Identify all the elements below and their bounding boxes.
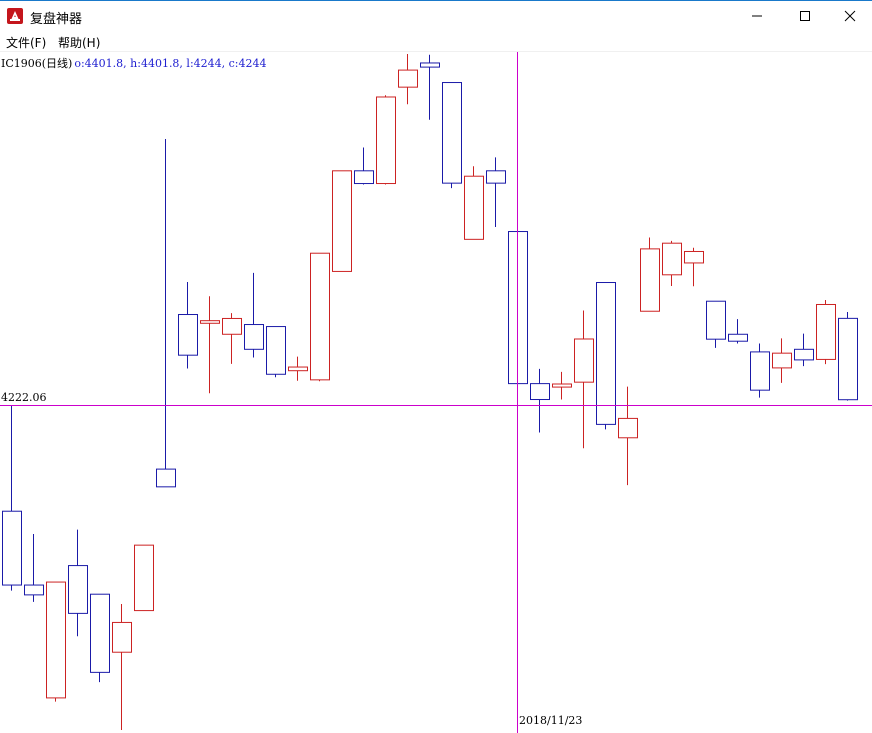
candle xyxy=(222,313,242,364)
candle xyxy=(332,170,352,272)
maximize-button[interactable] xyxy=(782,1,828,31)
minimize-icon xyxy=(752,15,762,17)
candle-body xyxy=(684,250,704,264)
candle-body xyxy=(596,282,616,425)
candle-body xyxy=(552,383,572,388)
ohlc-readout: o:4401.8, h:4401.8, l:4244, c:4244 xyxy=(74,57,267,70)
candle xyxy=(46,581,66,702)
candle xyxy=(2,405,22,591)
candle-body xyxy=(244,324,264,350)
candle-body xyxy=(640,248,660,312)
candle-body xyxy=(618,417,638,439)
candle-body xyxy=(46,581,66,699)
candle-body xyxy=(222,317,242,335)
candle xyxy=(134,544,154,612)
candle-body xyxy=(794,348,814,361)
candle xyxy=(486,157,506,227)
candle-body xyxy=(486,170,506,184)
candle xyxy=(552,371,572,400)
candle xyxy=(618,386,638,486)
menu-help[interactable]: 帮助(H) xyxy=(58,36,101,50)
maximize-icon xyxy=(800,11,810,21)
candle-body xyxy=(464,175,484,240)
symbol-info-line: IC1906(日线) o:4401.8, h:4401.8, l:4244, c:… xyxy=(1,55,267,71)
candle-body xyxy=(442,82,462,184)
candle-body xyxy=(420,62,440,68)
candle xyxy=(266,326,286,378)
candle-body xyxy=(90,593,110,673)
menu-bar: 文件(F) 帮助(H) xyxy=(0,31,872,52)
candle-body xyxy=(706,300,726,340)
candle-body xyxy=(178,314,198,356)
app-logo-icon xyxy=(7,8,23,24)
candle xyxy=(288,356,308,381)
candle xyxy=(200,296,220,394)
candle xyxy=(684,247,704,287)
candle-body xyxy=(112,621,132,653)
candle xyxy=(662,240,682,286)
candle-body xyxy=(200,320,220,324)
candle xyxy=(794,333,814,367)
candle xyxy=(838,312,858,401)
candle xyxy=(750,343,770,398)
candle-body xyxy=(288,366,308,372)
candle-body xyxy=(530,383,550,401)
candle-body xyxy=(156,468,176,488)
crosshair-date-label: 2018/11/23 xyxy=(519,714,583,727)
candle xyxy=(728,319,748,344)
candle xyxy=(640,237,660,312)
candle-body xyxy=(354,170,374,185)
candle-body xyxy=(376,96,396,185)
candle xyxy=(156,139,176,488)
candle xyxy=(816,299,836,365)
candle xyxy=(68,529,88,637)
crosshair-price-label: 4222.06 xyxy=(1,390,47,404)
candle xyxy=(574,310,594,449)
candle xyxy=(596,282,616,430)
candle-body xyxy=(2,510,22,586)
candle xyxy=(244,272,264,358)
close-button[interactable] xyxy=(827,1,872,31)
candle xyxy=(772,338,792,383)
candle-body xyxy=(838,317,858,401)
candle-body xyxy=(574,338,594,383)
title-bar: 复盘神器 xyxy=(0,1,872,31)
candle xyxy=(178,282,198,369)
candle xyxy=(90,593,110,683)
minimize-button[interactable] xyxy=(734,1,780,31)
candle-body xyxy=(398,69,418,88)
candle xyxy=(310,252,330,382)
candle-body xyxy=(332,170,352,272)
candle-body xyxy=(816,303,836,360)
candle xyxy=(442,82,462,189)
candle-body xyxy=(728,333,748,342)
candle xyxy=(530,368,550,433)
window-title: 复盘神器 xyxy=(30,12,83,27)
symbol-label: IC1906(日线) xyxy=(1,57,73,70)
close-icon xyxy=(844,10,856,22)
candle xyxy=(24,533,44,602)
candle xyxy=(398,54,418,105)
candle-body xyxy=(662,242,682,276)
candle xyxy=(112,604,132,730)
candle xyxy=(420,54,440,120)
candle-body xyxy=(750,351,770,391)
menu-file[interactable]: 文件(F) xyxy=(6,36,47,50)
candle-body xyxy=(24,584,44,596)
candle-body xyxy=(772,352,792,369)
candle-body xyxy=(266,326,286,375)
candlestick-chart[interactable] xyxy=(0,52,872,733)
candle xyxy=(706,300,726,348)
candlestick-chart-area[interactable]: IC1906(日线) o:4401.8, h:4401.8, l:4244, c:… xyxy=(0,52,872,733)
candle-body xyxy=(68,565,88,614)
candle xyxy=(354,147,374,185)
candle xyxy=(464,166,484,240)
candle-body xyxy=(134,544,154,612)
candle-body xyxy=(310,252,330,381)
candle xyxy=(376,95,396,185)
